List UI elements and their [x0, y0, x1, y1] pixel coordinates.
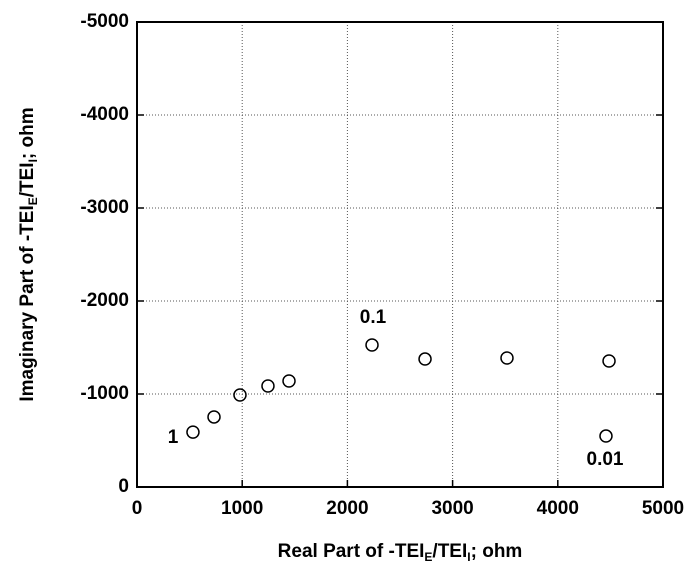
data-point [418, 352, 432, 366]
x-axis-label: Real Part of -TEIE/TEII; ohm [278, 541, 523, 564]
x-tick-label: 1000 [221, 498, 263, 519]
data-point [365, 338, 379, 352]
subscript: E [26, 197, 40, 205]
label-part: ; ohm [471, 541, 523, 562]
data-point [282, 374, 296, 388]
x-tick-label: 5000 [642, 498, 684, 519]
annotation: 0.1 [360, 307, 387, 328]
x-tick-label: 2000 [326, 498, 368, 519]
data-point [602, 354, 616, 368]
y-tick-label: -3000 [80, 197, 129, 218]
data-point [233, 388, 247, 402]
x-tick-label: 0 [132, 498, 143, 519]
y-tick-label: -1000 [80, 383, 129, 404]
data-point [599, 429, 613, 443]
label-part: Real Part of -TEI [278, 541, 425, 562]
x-tick-label: 4000 [537, 498, 579, 519]
y-tick-label: 0 [118, 476, 129, 497]
data-point [500, 351, 514, 365]
y-tick-label: -4000 [80, 104, 129, 125]
annotation: 1 [168, 427, 179, 448]
label-part: ; ohm [17, 107, 38, 159]
subscript: I [26, 159, 40, 162]
y-tick-label: -2000 [80, 290, 129, 311]
x-tick-label: 3000 [431, 498, 473, 519]
subscript: E [424, 550, 432, 564]
annotation: 0.01 [587, 449, 624, 470]
plot-frame [136, 21, 664, 488]
data-point [186, 425, 200, 439]
label-part: /TEI [432, 541, 467, 562]
y-tick-label: -5000 [80, 11, 129, 32]
data-point [261, 379, 275, 393]
data-point [207, 410, 221, 424]
label-part: /TEI [17, 162, 38, 197]
label-part: Imaginary Part of -TEI [17, 205, 38, 401]
y-axis-label: Imaginary Part of -TEIE/TEII; ohm [17, 107, 40, 401]
subscript: I [467, 550, 470, 564]
